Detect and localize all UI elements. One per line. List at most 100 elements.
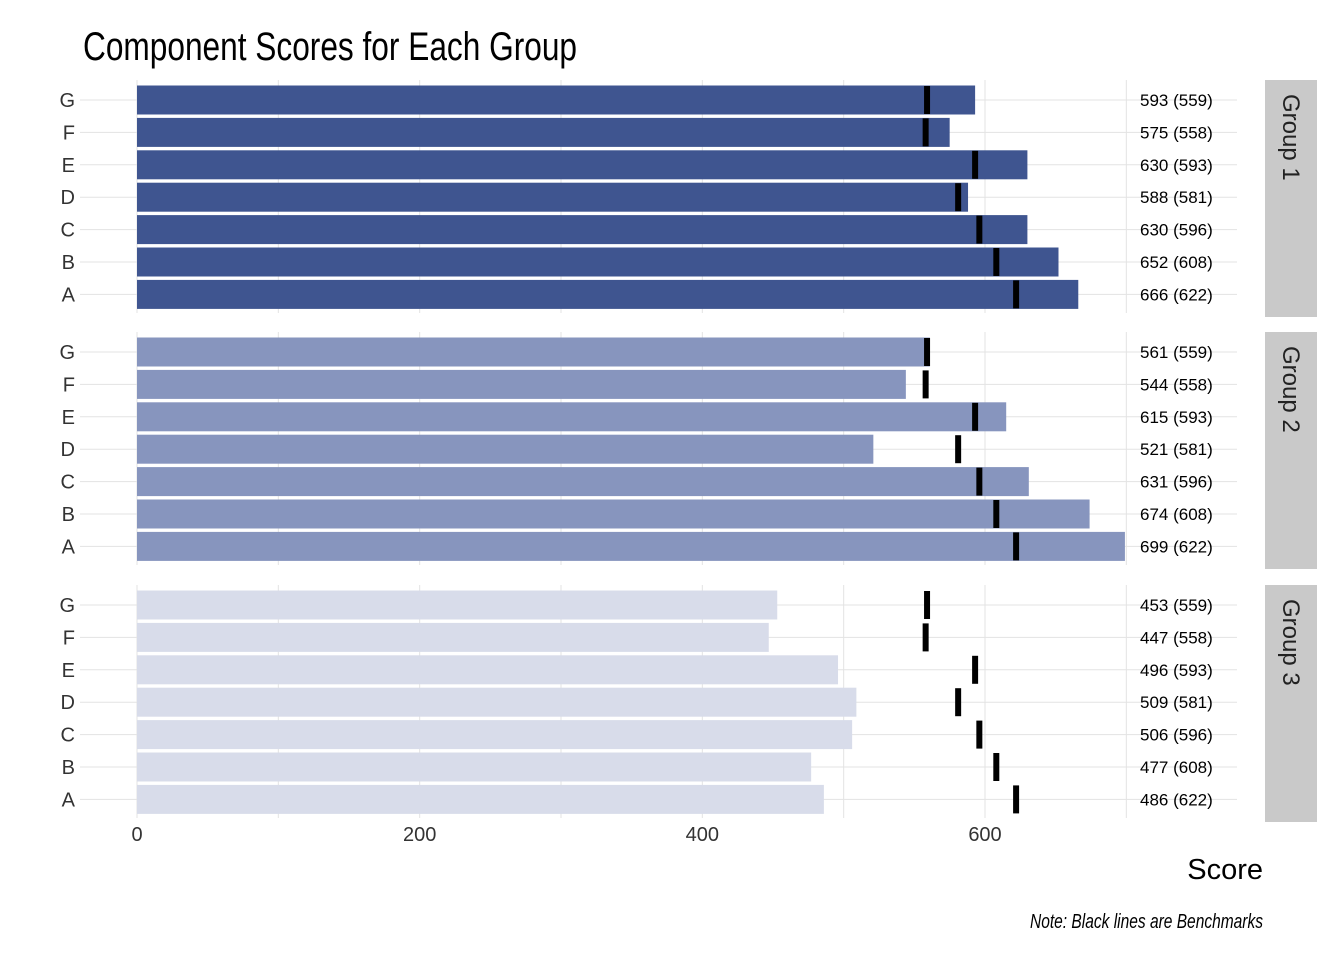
bar-2-B [137,499,1090,529]
value-label-2-C: 631 (596) [1140,473,1213,492]
bar-1-B [137,247,1059,277]
category-label-E: E [62,660,75,682]
bar-1-D [137,182,969,212]
facet-strip-3 [1265,585,1317,822]
value-label-1-B: 652 (608) [1140,253,1213,272]
value-label-2-E: 615 (593) [1140,408,1213,427]
category-label-B: B [62,252,75,274]
value-label-1-D: 588 (581) [1140,188,1213,207]
benchmark-marker-3-E [972,655,979,684]
category-label-C: C [61,220,75,242]
benchmark-marker-1-D [955,183,962,212]
facet-strip-label-2: Group 2 [1277,346,1304,433]
bar-3-D [137,687,857,717]
bar-1-E [137,150,1028,180]
bar-1-A [137,279,1079,309]
facet-strip-label-3: Group 3 [1277,599,1304,686]
value-label-3-C: 506 (596) [1140,726,1213,745]
benchmark-marker-2-D [955,435,962,464]
category-label-C: C [61,472,75,494]
bar-1-F [137,117,950,147]
benchmark-marker-2-E [972,402,979,431]
bar-3-G [137,590,778,620]
facet-panels: G 593 (559) F 575 (558) E 630 (593) D 588 (581)… [59,80,1317,822]
facet-panel-2: G 561 (559) F 544 (558) E 615 (593) D 521 (581)… [59,332,1317,569]
value-label-3-B: 477 (608) [1140,758,1213,777]
value-label-2-B: 674 (608) [1140,505,1213,524]
category-label-G: G [59,90,75,112]
benchmark-marker-2-G [924,338,931,366]
benchmark-marker-3-C [976,720,983,749]
value-label-1-A: 666 (622) [1140,285,1213,304]
category-label-A: A [62,536,76,558]
bar-3-F [137,622,769,652]
facet-panel-1: G 593 (559) F 575 (558) E 630 (593) D 588 (581)… [59,80,1317,317]
facet-strip-1 [1265,80,1317,317]
category-label-E: E [62,407,75,429]
category-label-A: A [62,284,76,306]
x-axis-label: Score [1187,854,1263,886]
bar-3-E [137,655,839,685]
benchmark-marker-2-C [976,467,983,496]
bar-2-D [137,434,874,464]
benchmark-marker-1-G [924,86,931,114]
value-label-2-D: 521 (581) [1140,440,1213,459]
value-label-2-F: 544 (558) [1140,375,1213,394]
category-label-A: A [62,789,76,811]
bar-1-G [137,85,976,115]
chart-title: Component Scores for Each Group [83,25,577,69]
category-label-F: F [63,374,75,396]
category-label-D: D [61,692,75,714]
value-label-3-E: 496 (593) [1140,661,1213,680]
x-tick-label-400: 400 [686,824,719,846]
bar-1-C [137,215,1028,245]
benchmark-marker-1-F [922,118,929,147]
benchmark-marker-1-C [976,215,983,244]
facet-panel-3: G 453 (559) F 447 (558) E 496 (593) D 509 (581)… [59,585,1317,822]
category-label-G: G [59,342,75,364]
bar-2-F [137,369,906,399]
category-label-G: G [59,595,75,617]
bar-2-G [137,337,930,367]
bar-2-A [137,531,1125,561]
x-tick-label-600: 600 [968,824,1001,846]
category-label-F: F [63,122,75,144]
category-label-D: D [61,187,75,209]
benchmark-marker-3-F [922,623,929,652]
value-label-3-G: 453 (559) [1140,596,1213,615]
benchmark-marker-3-D [955,688,962,717]
benchmark-marker-1-B [993,248,1000,276]
benchmark-marker-2-B [993,500,1000,528]
facet-strip-label-1: Group 1 [1277,94,1304,181]
bar-3-B [137,752,812,782]
facet-strip-2 [1265,332,1317,569]
category-label-F: F [63,627,75,649]
x-tick-label-200: 200 [403,824,436,846]
category-label-D: D [61,439,75,461]
category-label-E: E [62,155,75,177]
benchmark-marker-1-E [972,150,979,179]
value-label-3-F: 447 (558) [1140,628,1213,647]
benchmark-note: Note: Black lines are Benchmarks [1030,911,1263,933]
value-label-1-E: 630 (593) [1140,156,1213,175]
benchmark-marker-3-G [924,591,931,619]
benchmark-marker-3-A [1013,785,1020,814]
bar-2-E [137,402,1007,432]
value-label-3-A: 486 (622) [1140,790,1213,809]
benchmark-marker-2-A [1013,532,1020,561]
value-label-3-D: 509 (581) [1140,693,1213,712]
value-label-1-F: 575 (558) [1140,123,1213,142]
benchmark-marker-1-A [1013,280,1020,309]
category-label-B: B [62,504,75,526]
benchmark-marker-3-B [993,753,1000,781]
bar-3-A [137,784,824,814]
value-label-1-C: 630 (596) [1140,221,1213,240]
value-label-2-G: 561 (559) [1140,343,1213,362]
value-label-2-A: 699 (622) [1140,537,1213,556]
value-label-1-G: 593 (559) [1140,91,1213,110]
category-label-B: B [62,757,75,779]
bar-2-C [137,467,1029,497]
bar-3-C [137,720,853,750]
x-axis: 0 200 400 600 [131,824,1001,846]
